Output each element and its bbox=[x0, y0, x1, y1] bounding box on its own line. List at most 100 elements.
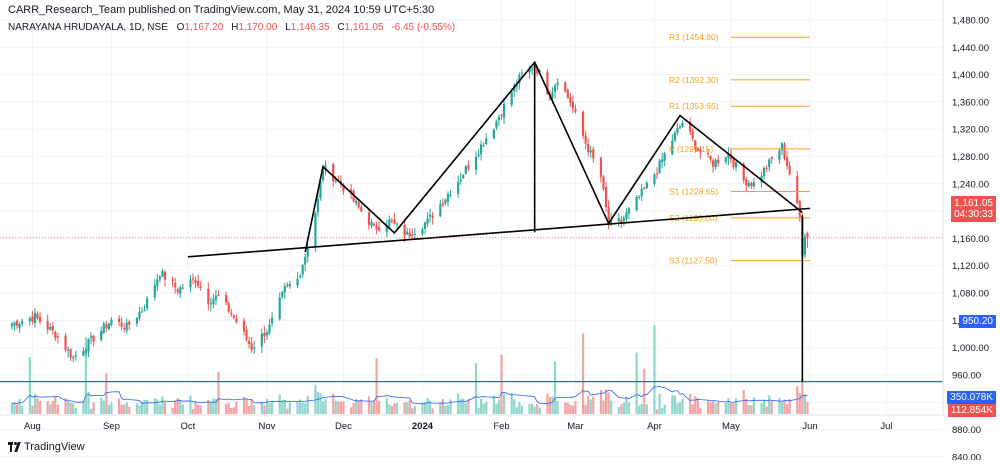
candle-body bbox=[194, 280, 197, 283]
candle-body bbox=[477, 154, 480, 156]
candle-body bbox=[510, 92, 513, 105]
candle-body bbox=[51, 326, 54, 331]
candle-body bbox=[694, 140, 697, 150]
tradingview-footer[interactable]: TradingView bbox=[8, 441, 85, 453]
candle-body bbox=[283, 286, 286, 293]
volume-bar bbox=[286, 408, 289, 414]
candle-body bbox=[207, 288, 210, 304]
candle-body bbox=[15, 320, 19, 326]
volume-bar bbox=[406, 402, 409, 414]
price-tag-countdown: 04:30:33 bbox=[954, 209, 993, 220]
candle-body bbox=[298, 275, 302, 278]
candle-body bbox=[395, 223, 399, 225]
x-tick-label: 2024 bbox=[412, 421, 434, 432]
candle-body bbox=[462, 175, 465, 179]
candle-body bbox=[681, 122, 684, 127]
volume-bar bbox=[745, 399, 748, 414]
y-tick-label: 1,080.00 bbox=[952, 289, 989, 300]
volume-bar bbox=[158, 404, 161, 414]
candle-body bbox=[661, 159, 664, 163]
candle-body bbox=[181, 287, 184, 289]
volume-bar bbox=[658, 394, 661, 414]
y-tick-label: 1,160.00 bbox=[952, 234, 989, 245]
volume-bar bbox=[278, 394, 281, 414]
candle-body bbox=[31, 316, 34, 322]
candle-body bbox=[355, 200, 358, 204]
volume-ma bbox=[11, 385, 808, 405]
candle-body bbox=[248, 341, 251, 344]
candle-body bbox=[431, 215, 434, 218]
volume-bar bbox=[54, 396, 57, 414]
candle-body bbox=[617, 218, 620, 222]
volume-bar bbox=[296, 401, 299, 414]
volume-bar bbox=[413, 405, 416, 414]
x-tick-label: Feb bbox=[493, 421, 509, 432]
candle-body bbox=[87, 339, 90, 352]
volume-bar bbox=[28, 357, 31, 414]
candle-body bbox=[785, 157, 789, 166]
volume-bar bbox=[480, 398, 483, 414]
volume-bar bbox=[189, 395, 192, 414]
candle-body bbox=[288, 284, 291, 287]
volume-bar bbox=[199, 405, 202, 414]
symbol-name[interactable]: NARAYANA HRUDAYALA, 1D, NSE bbox=[8, 22, 168, 33]
candle-body bbox=[66, 349, 70, 351]
volume-bar bbox=[332, 393, 335, 414]
candle-body bbox=[658, 160, 661, 173]
candle-body bbox=[385, 225, 388, 233]
candle-body bbox=[635, 196, 638, 211]
candle-body bbox=[571, 101, 574, 109]
candle-body bbox=[117, 318, 121, 323]
volume-bar bbox=[502, 393, 506, 414]
candle-body bbox=[13, 322, 16, 326]
candle-body bbox=[153, 285, 156, 298]
volume-bar bbox=[337, 401, 340, 414]
candle-body bbox=[671, 140, 674, 155]
candle-body bbox=[128, 321, 131, 325]
candle-body bbox=[140, 311, 144, 313]
volume-bar bbox=[36, 397, 39, 414]
candle-body bbox=[46, 321, 49, 330]
volume-bar bbox=[143, 400, 146, 414]
candle-body bbox=[390, 220, 393, 222]
volume-bar bbox=[763, 399, 766, 414]
volume-bar bbox=[785, 404, 789, 414]
pivot-label-r1: R1 (1353.65) bbox=[669, 101, 719, 111]
candle-body bbox=[89, 336, 93, 338]
volume-bar bbox=[253, 404, 256, 414]
volume-bar bbox=[89, 408, 93, 414]
volume-bar bbox=[298, 399, 302, 414]
candle-body bbox=[446, 194, 450, 202]
y-tick-label: 1,120.00 bbox=[952, 261, 989, 272]
pivot-label-r3: R3 (1454.80) bbox=[669, 32, 719, 42]
y-tick-label: 960.00 bbox=[952, 370, 981, 381]
volume-bar bbox=[153, 398, 156, 414]
volume-bar bbox=[627, 402, 631, 414]
candle-body bbox=[49, 326, 52, 330]
volume-bar bbox=[232, 407, 235, 414]
candles bbox=[10, 64, 809, 363]
candle-body bbox=[74, 355, 77, 357]
volume-bar bbox=[268, 402, 271, 414]
candle-body bbox=[768, 159, 771, 168]
candle-body bbox=[551, 92, 554, 99]
volume-bar bbox=[74, 408, 77, 414]
volume-bar bbox=[571, 405, 574, 414]
candle-body bbox=[146, 298, 149, 309]
candle-body bbox=[176, 289, 179, 293]
volume-bar bbox=[235, 401, 238, 414]
volume-bar bbox=[798, 393, 801, 414]
volume-bar bbox=[181, 404, 184, 414]
volume-bar bbox=[110, 402, 113, 414]
candle-body bbox=[105, 324, 108, 329]
candle-body bbox=[357, 202, 360, 207]
volume-bar bbox=[548, 397, 552, 414]
x-tick-label: Sep bbox=[103, 421, 120, 432]
neckline bbox=[187, 207, 811, 258]
volume-bar bbox=[390, 406, 393, 414]
candle-body bbox=[281, 291, 284, 297]
candle-body bbox=[745, 179, 748, 186]
volume-bar bbox=[367, 396, 371, 414]
